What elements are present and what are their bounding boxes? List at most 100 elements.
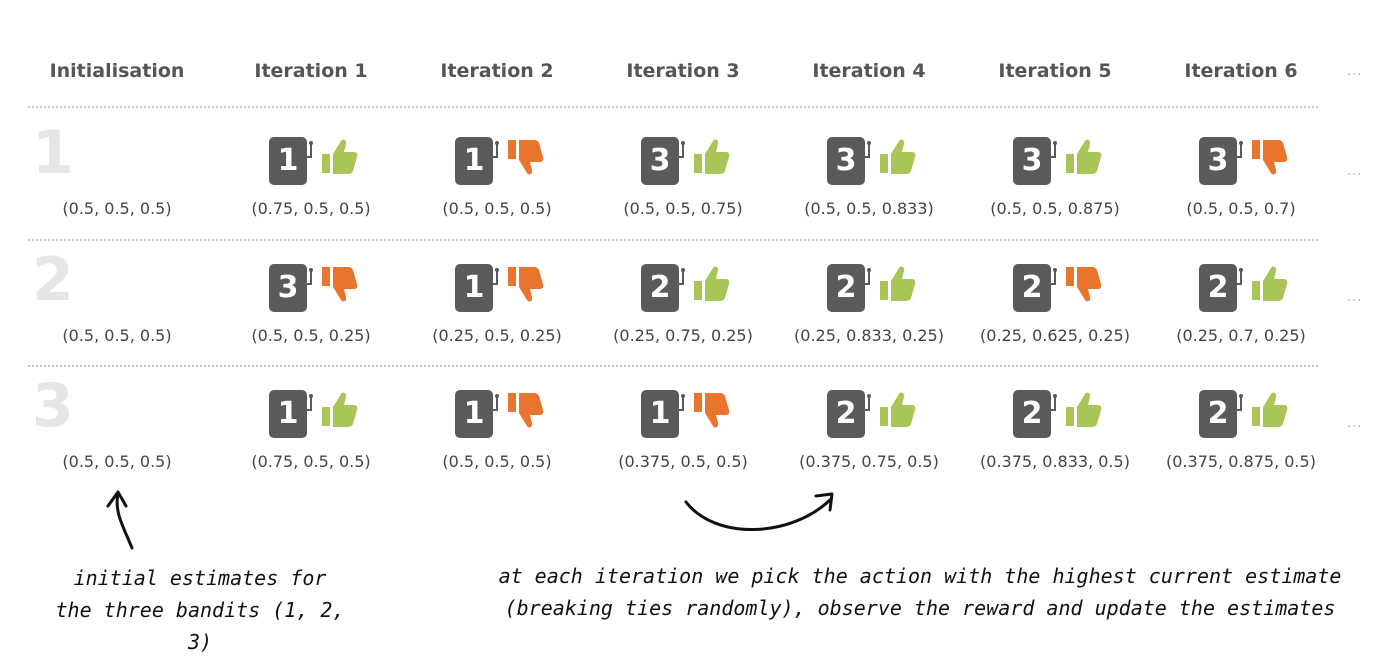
thumbs-up-icon	[694, 266, 730, 301]
column-header: Iteration 6	[1184, 60, 1298, 82]
column-header: Iteration 5	[998, 60, 1112, 82]
lever-icon	[493, 268, 499, 285]
lever-icon	[307, 141, 313, 158]
iteration-explanation-line2: (breaking ties randomly), observe the re…	[504, 596, 1336, 620]
initial-estimate: (0.5, 0.5, 0.5)	[62, 326, 172, 345]
estimate-value: (0.375, 0.75, 0.5)	[799, 452, 939, 471]
thumbs-down-icon	[322, 267, 358, 302]
lever-icon	[493, 394, 499, 411]
thumbs-up-icon	[880, 266, 916, 301]
slot-machine-icon: 3	[1199, 137, 1243, 185]
thumbs-down-icon	[508, 267, 544, 302]
estimate-value: (0.5, 0.5, 0.7)	[1186, 199, 1296, 218]
estimate-value: (0.25, 0.833, 0.25)	[794, 326, 944, 345]
ellipsis-marker: ...	[1347, 290, 1363, 305]
lever-icon	[865, 268, 871, 285]
initial-estimates-note: initial estimates for the three bandits …	[40, 562, 360, 658]
initial-estimates-note-line1: initial estimates for	[73, 566, 327, 590]
estimate-value: (0.5, 0.5, 0.5)	[442, 199, 552, 218]
lever-icon	[1237, 394, 1243, 411]
row-separator	[28, 106, 1318, 108]
row-label-bandit: 1	[32, 118, 74, 188]
thumbs-up-icon	[1252, 266, 1288, 301]
thumbs-up-icon	[1066, 139, 1102, 174]
lever-icon	[493, 141, 499, 158]
ellipsis-marker: ...	[1347, 64, 1363, 79]
chosen-bandit-number: 1	[277, 143, 299, 178]
thumbs-down-icon	[1252, 140, 1288, 175]
lever-icon	[1051, 394, 1057, 411]
chosen-bandit-number: 2	[835, 270, 857, 305]
chosen-bandit-number: 2	[835, 396, 857, 431]
estimate-value: (0.25, 0.7, 0.25)	[1176, 326, 1306, 345]
lever-icon	[1237, 268, 1243, 285]
slot-machine-icon: 1	[641, 390, 685, 438]
slot-machine-icon: 2	[1199, 390, 1243, 438]
thumbs-up-icon	[1066, 392, 1102, 427]
chosen-bandit-number: 2	[649, 270, 671, 305]
lever-icon	[679, 141, 685, 158]
slot-machine-icon: 1	[455, 390, 499, 438]
lever-icon	[1051, 268, 1057, 285]
chosen-bandit-number: 2	[1207, 270, 1229, 305]
column-header: Iteration 2	[440, 60, 554, 82]
thumbs-up-icon	[322, 139, 358, 174]
chosen-bandit-number: 1	[463, 143, 485, 178]
slot-machine-icon: 3	[1013, 137, 1057, 185]
thumbs-up-icon	[322, 392, 358, 427]
column-header: Iteration 4	[812, 60, 926, 82]
slot-machine-icon: 1	[269, 137, 313, 185]
slot-machine-icon: 2	[641, 264, 685, 312]
slot-machine-icon: 2	[1013, 390, 1057, 438]
estimate-value: (0.25, 0.625, 0.25)	[980, 326, 1130, 345]
column-header: Iteration 3	[626, 60, 740, 82]
chosen-bandit-number: 1	[463, 270, 485, 305]
row-label-bandit: 3	[32, 371, 74, 441]
thumbs-down-icon	[1066, 267, 1102, 302]
thumbs-down-icon	[508, 140, 544, 175]
chosen-bandit-number: 1	[463, 396, 485, 431]
estimate-value: (0.375, 0.5, 0.5)	[618, 452, 748, 471]
estimate-value: (0.5, 0.5, 0.833)	[804, 199, 934, 218]
initial-estimate: (0.5, 0.5, 0.5)	[62, 199, 172, 218]
iteration-explanation-line1: at each iteration we pick the action wit…	[498, 564, 1342, 588]
column-header: Initialisation	[49, 60, 185, 82]
chosen-bandit-number: 1	[277, 396, 299, 431]
chosen-bandit-number: 3	[835, 143, 857, 178]
ellipsis-marker: ...	[1347, 416, 1363, 431]
estimate-value: (0.75, 0.5, 0.5)	[251, 199, 371, 218]
slot-machine-icon: 2	[827, 390, 871, 438]
thumbs-up-icon	[880, 139, 916, 174]
slot-machine-icon: 1	[455, 264, 499, 312]
lever-icon	[307, 394, 313, 411]
chosen-bandit-number: 2	[1021, 270, 1043, 305]
lever-icon	[865, 394, 871, 411]
lever-icon	[679, 268, 685, 285]
slot-machine-icon: 2	[827, 264, 871, 312]
chosen-bandit-number: 1	[649, 396, 671, 431]
slot-machine-icon: 3	[641, 137, 685, 185]
right-curved-arrow	[684, 498, 832, 531]
thumbs-down-icon	[694, 393, 730, 428]
lever-icon	[1051, 141, 1057, 158]
estimate-value: (0.5, 0.5, 0.75)	[623, 199, 743, 218]
estimate-value: (0.5, 0.5, 0.5)	[442, 452, 552, 471]
row-separator	[28, 365, 1318, 367]
chosen-bandit-number: 3	[1207, 143, 1229, 178]
slot-machine-icon: 1	[269, 390, 313, 438]
thumbs-up-icon	[1252, 392, 1288, 427]
lever-icon	[307, 268, 313, 285]
chosen-bandit-number: 3	[277, 270, 299, 305]
thumbs-down-icon	[508, 393, 544, 428]
chosen-bandit-number: 2	[1021, 396, 1043, 431]
thumbs-up-icon	[880, 392, 916, 427]
estimate-value: (0.375, 0.833, 0.5)	[980, 452, 1130, 471]
row-label-bandit: 2	[32, 245, 74, 315]
chosen-bandit-number: 3	[1021, 143, 1043, 178]
lever-icon	[1237, 141, 1243, 158]
row-separator	[28, 239, 1318, 241]
estimate-value: (0.5, 0.5, 0.25)	[251, 326, 371, 345]
slot-machine-icon: 3	[827, 137, 871, 185]
initial-estimates-note-line2: the three bandits (1, 2, 3)	[55, 598, 345, 654]
right-arrow-head	[814, 492, 834, 512]
